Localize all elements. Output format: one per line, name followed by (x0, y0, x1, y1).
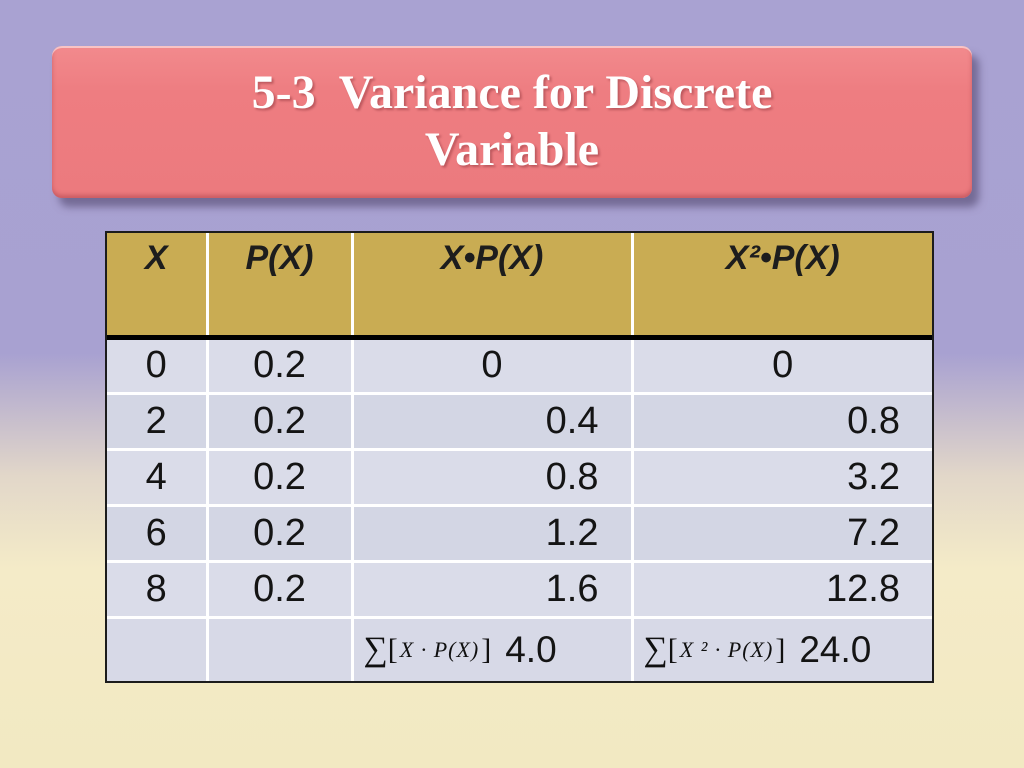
cell-x2px: 3.2 (630, 447, 932, 507)
cell-px: 0.2 (205, 335, 354, 395)
cell-xpx: 1.6 (350, 559, 634, 619)
header-cell-x2px: X²•P(X) (630, 233, 932, 340)
variance-table-container: X P(X) X•P(X) X²•P(X) 0 0.2 0 0 2 0.2 0.… (105, 231, 934, 683)
sum-value-x2px: 24.0 (799, 628, 872, 670)
cell-px: 0.2 (205, 503, 354, 563)
cell-x: 6 (107, 503, 209, 563)
cell-x: 4 (107, 447, 209, 507)
header-cell-xpx: X•P(X) (350, 233, 634, 340)
cell-px: 0.2 (205, 447, 354, 507)
cell-xpx: 0.8 (350, 447, 634, 507)
cell-x2px: 12.8 (630, 559, 932, 619)
cell-x: 8 (107, 559, 209, 619)
open-bracket: [ (387, 632, 398, 666)
header-cell-x: X (107, 233, 209, 340)
close-bracket: ] (775, 632, 786, 666)
empty-cell (107, 615, 209, 681)
sigma-symbol: ∑ (643, 630, 668, 668)
table-row: 6 0.2 1.2 7.2 (107, 503, 932, 563)
cell-px: 0.2 (205, 559, 354, 619)
sum-cell-xpx: ∑[X · P(X)] 4.0 (350, 615, 634, 681)
table-row: 0 0.2 0 0 (107, 335, 932, 395)
slide-title-line1: 5-3 Variance for Discrete (251, 66, 773, 120)
sum-formula-xpx: ∑[X · P(X)] (364, 631, 492, 669)
formula-expression: X ² · P(X) (679, 636, 774, 662)
header-row: X P(X) X•P(X) X²•P(X) (107, 233, 932, 340)
cell-x2px: 7.2 (630, 503, 932, 563)
variance-table: X P(X) X•P(X) X²•P(X) 0 0.2 0 0 2 0.2 0.… (107, 233, 932, 681)
slide-title-line2: Variable (424, 123, 600, 176)
sum-value-xpx: 4.0 (505, 628, 557, 670)
sum-cell-x2px: ∑[X ² · P(X)] 24.0 (630, 615, 932, 681)
close-bracket: ] (481, 632, 492, 666)
cell-xpx: 0 (350, 335, 634, 395)
open-bracket: [ (667, 632, 678, 666)
cell-px: 0.2 (205, 391, 354, 451)
sum-row: ∑[X · P(X)] 4.0 ∑[X ² · P(X)] 24.0 (107, 615, 932, 681)
cell-x2px: 0 (630, 335, 932, 395)
title-banner: 5-3 Variance for Discrete Variable (52, 46, 972, 198)
table-row: 2 0.2 0.4 0.8 (107, 391, 932, 451)
formula-expression: X · P(X) (399, 636, 480, 662)
cell-x: 2 (107, 391, 209, 451)
cell-x: 0 (107, 335, 209, 395)
cell-xpx: 0.4 (350, 391, 634, 451)
sigma-symbol: ∑ (363, 630, 388, 668)
cell-xpx: 1.2 (350, 503, 634, 563)
header-cell-px: P(X) (205, 233, 354, 340)
table-row: 4 0.2 0.8 3.2 (107, 447, 932, 507)
cell-x2px: 0.8 (630, 391, 932, 451)
empty-cell (205, 615, 354, 681)
sum-formula-x2px: ∑[X ² · P(X)] (644, 631, 786, 669)
table-row: 8 0.2 1.6 12.8 (107, 559, 932, 619)
